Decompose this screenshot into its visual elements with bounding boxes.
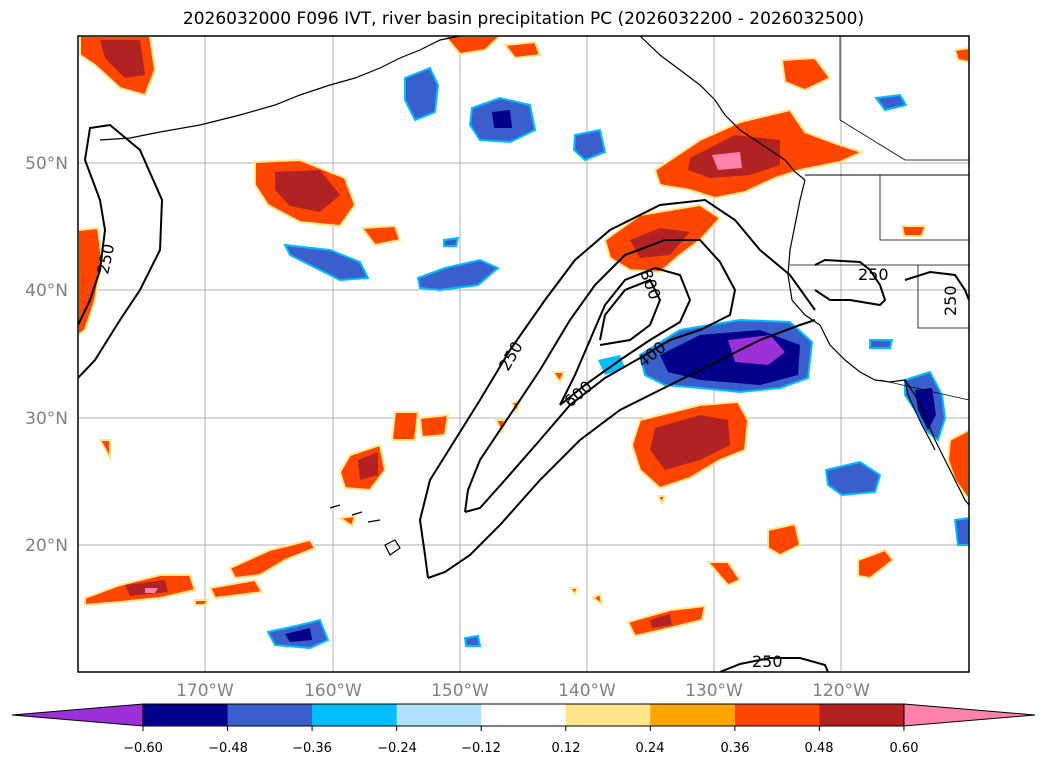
- cb-tick: −0.24: [377, 741, 417, 756]
- plot-border: [77, 35, 970, 673]
- contour-label-250-south: 250: [752, 652, 783, 671]
- colorbar-swatch: [819, 704, 905, 726]
- contour-label-250-interior: 250: [858, 265, 889, 284]
- colorbar-extension-high: [903, 703, 1036, 727]
- lon-label-150w: 150°W: [431, 681, 489, 701]
- colorbar-swatch: [396, 704, 482, 726]
- cb-tick: 0.12: [552, 741, 581, 756]
- lat-label-30n: 30°N: [25, 409, 68, 429]
- colorbar-extension-low: [11, 703, 144, 727]
- lat-label-20n: 20°N: [25, 536, 68, 556]
- colorbar-swatches: [11, 703, 1036, 731]
- chart-title: 2026032000 F096 IVT, river basin precipi…: [182, 9, 865, 29]
- lon-label-140w: 140°W: [558, 681, 616, 701]
- ivt-contours: [78, 123, 969, 672]
- colorbar-swatch: [565, 704, 651, 726]
- colorbar-swatch: [227, 704, 313, 726]
- cb-tick: −0.60: [123, 741, 163, 756]
- negative-anomaly-regions: [266, 66, 969, 650]
- colorbar-swatch: [734, 704, 820, 726]
- lon-label-160w: 160°W: [304, 681, 362, 701]
- colorbar-swatch: [650, 704, 736, 726]
- colorbar-swatch: [143, 704, 229, 726]
- positive-anomaly-regions: [78, 36, 969, 638]
- cb-tick: 0.48: [805, 741, 834, 756]
- colorbar-swatch: [312, 704, 398, 726]
- colorbar: −0.60 −0.48 −0.36 −0.24 −0.12 0.12 0.24 …: [11, 703, 1036, 756]
- lon-label-130w: 130°W: [685, 681, 743, 701]
- lon-label-120w: 120°W: [812, 681, 870, 701]
- cb-tick: −0.36: [292, 741, 332, 756]
- cb-tick: 0.60: [890, 741, 919, 756]
- colorbar-swatch: [481, 704, 567, 726]
- lat-label-40n: 40°N: [25, 281, 68, 301]
- lat-label-50n: 50°N: [25, 154, 68, 174]
- cb-tick: 0.24: [636, 741, 665, 756]
- contour-label-250-east: 250: [941, 285, 960, 316]
- cb-tick: −0.48: [208, 741, 248, 756]
- lon-label-170w: 170°W: [176, 681, 234, 701]
- cb-tick: 0.36: [721, 741, 750, 756]
- colorbar-tick-labels: −0.60 −0.48 −0.36 −0.24 −0.12 0.12 0.24 …: [123, 741, 918, 756]
- colorbar-outline: [142, 703, 905, 727]
- longitude-labels: 170°W 160°W 150°W 140°W 130°W 120°W: [176, 681, 870, 701]
- cb-tick: −0.12: [461, 741, 501, 756]
- latitude-labels: 50°N 40°N 30°N 20°N: [25, 154, 68, 556]
